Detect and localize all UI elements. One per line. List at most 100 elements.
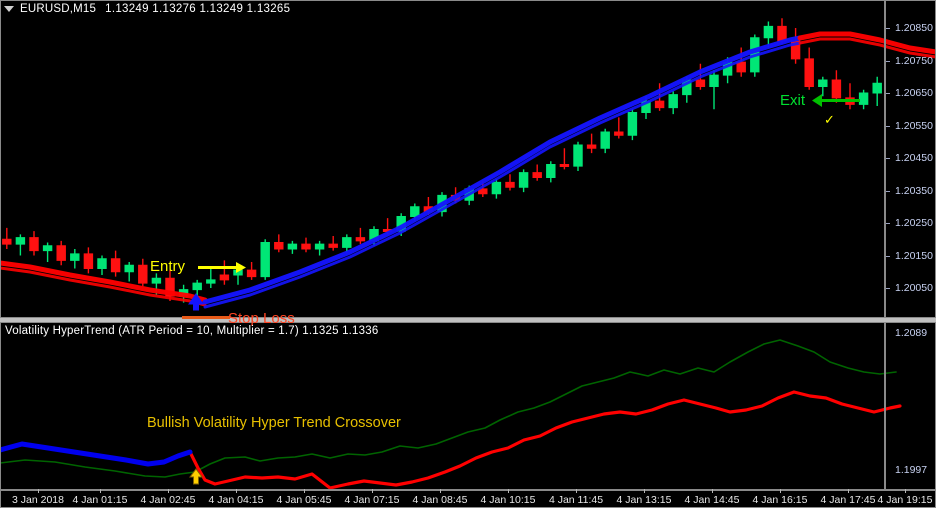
candle-body bbox=[369, 229, 379, 242]
candle-body bbox=[559, 164, 570, 167]
indicator-line bbox=[0, 339, 897, 478]
candle-body bbox=[219, 274, 230, 281]
time-axis-tick bbox=[644, 489, 645, 493]
crossover-arrow-marker bbox=[189, 468, 203, 485]
price-scale-label: 1.20750 bbox=[895, 54, 933, 67]
candle-body bbox=[722, 61, 733, 76]
candle-body bbox=[151, 277, 162, 284]
candle-body bbox=[70, 253, 80, 261]
candle-body bbox=[382, 229, 393, 232]
indicator-panel-border bbox=[0, 322, 936, 508]
time-axis-label: 4 Jan 14:45 bbox=[684, 494, 740, 506]
price-scale-tick bbox=[886, 93, 890, 94]
indicator-header: Volatility HyperTrend (ATR Period = 10, … bbox=[0, 322, 378, 339]
indicator-scale[interactable]: 1.2089 1.1997 bbox=[886, 322, 936, 508]
trend-line-band bbox=[202, 35, 803, 305]
candle-body bbox=[831, 79, 842, 99]
time-axis-label: 4 Jan 04:15 bbox=[208, 494, 264, 506]
candle-body bbox=[777, 25, 787, 42]
candle-body bbox=[750, 37, 760, 73]
time-axis-label: 4 Jan 02:45 bbox=[140, 494, 196, 506]
time-axis-label: 4 Jan 16:15 bbox=[752, 494, 808, 506]
candle-body bbox=[804, 58, 814, 87]
candle-body bbox=[396, 216, 406, 232]
price-scale-label: 1.20450 bbox=[895, 152, 933, 164]
candle-body bbox=[654, 100, 665, 109]
time-axis-tick bbox=[905, 489, 906, 493]
time-axis-label: 4 Jan 11:45 bbox=[548, 494, 604, 506]
indicator-plot-area bbox=[0, 339, 902, 490]
time-axis-line bbox=[0, 489, 936, 491]
candle-body bbox=[491, 181, 502, 195]
time-axis-tick bbox=[712, 489, 713, 493]
candle-body bbox=[818, 79, 828, 87]
time-axis-label: 4 Jan 07:15 bbox=[344, 494, 400, 506]
crossover-annotation: Bullish Volatility Hyper Trend Crossover bbox=[147, 415, 401, 431]
candle-body bbox=[301, 243, 311, 250]
time-axis-label: 4 Jan 10:15 bbox=[480, 494, 536, 506]
candle-body bbox=[614, 131, 624, 136]
trend-line-band-lower bbox=[203, 41, 802, 309]
price-scale-tick bbox=[886, 28, 890, 29]
time-axis-tick bbox=[848, 489, 849, 493]
candle-body bbox=[682, 79, 692, 96]
entry-marker-line bbox=[198, 266, 240, 269]
symbol-label: EURUSD,M15 bbox=[20, 2, 97, 15]
price-axis-line bbox=[884, 0, 886, 318]
candle-body bbox=[110, 258, 121, 273]
time-axis-label: 4 Jan 13:15 bbox=[616, 494, 672, 506]
candle-body bbox=[450, 194, 461, 201]
ohlc-values: 1.13249 1.13276 1.13249 1.13265 bbox=[105, 2, 291, 15]
candle-body bbox=[437, 194, 447, 213]
candle-body bbox=[546, 164, 556, 178]
candle-body bbox=[328, 243, 338, 248]
price-chart-panel[interactable]: EURUSD,M15 1.13249 1.13276 1.13249 1.132… bbox=[0, 0, 936, 327]
panel-separator[interactable] bbox=[0, 318, 936, 322]
chart-header: EURUSD,M15 1.13249 1.13276 1.13249 1.132… bbox=[0, 0, 290, 17]
price-scale-tick bbox=[886, 60, 890, 62]
indicator-panel[interactable]: Volatility HyperTrend (ATR Period = 10, … bbox=[0, 322, 936, 508]
time-axis-tick bbox=[508, 489, 509, 493]
indicator-line bbox=[188, 390, 902, 490]
time-axis-tick bbox=[236, 489, 237, 493]
candle-body bbox=[736, 61, 746, 73]
price-scale[interactable]: 1.20850 1.20750 1.20650 1.20550 1.20450 1.203… bbox=[886, 0, 936, 318]
time-axis-label: 3 Jan 2018 bbox=[12, 494, 64, 506]
time-axis-tick bbox=[168, 489, 169, 493]
indicator-title: Volatility HyperTrend (ATR Period = 10, … bbox=[5, 324, 379, 337]
time-axis[interactable]: 3 Jan 2018 4 Jan 01:15 4 Jan 02:45 4 Jan 04… bbox=[0, 489, 936, 508]
candle-body bbox=[192, 282, 202, 291]
candle-body bbox=[518, 172, 529, 188]
candle-body bbox=[314, 243, 325, 250]
candle-body bbox=[342, 237, 352, 248]
time-axis-label: 4 Jan 05:45 bbox=[276, 494, 332, 506]
candle-body bbox=[206, 279, 216, 284]
candle-body bbox=[29, 237, 39, 252]
time-axis-tick bbox=[576, 489, 577, 493]
candle-body bbox=[42, 245, 53, 252]
candle-body bbox=[478, 188, 488, 195]
candle-body bbox=[124, 264, 134, 273]
candle-body bbox=[464, 188, 474, 201]
candle-body bbox=[763, 25, 774, 39]
price-scale-tick bbox=[886, 190, 890, 192]
indicator-line bbox=[0, 441, 193, 467]
candle-body bbox=[260, 242, 270, 278]
chevron-down-icon[interactable] bbox=[4, 5, 14, 12]
time-axis-label: 4 Jan 17:45 bbox=[820, 494, 876, 506]
candle-body bbox=[15, 237, 26, 245]
indicator-scale-bottom: 1.1997 bbox=[895, 464, 928, 476]
candle-body bbox=[355, 237, 366, 242]
time-axis-label: 4 Jan 01:15 bbox=[72, 494, 128, 506]
price-scale-label: 1.20150 bbox=[895, 249, 933, 262]
candle-body bbox=[790, 40, 801, 60]
entry-arrow-marker bbox=[188, 293, 204, 311]
candle-body bbox=[532, 172, 542, 178]
candle-body bbox=[858, 92, 869, 105]
candle-body bbox=[668, 94, 678, 109]
candle-body bbox=[138, 264, 148, 284]
candle-body bbox=[695, 79, 706, 87]
exit-label: Exit bbox=[780, 92, 806, 109]
price-scale-tick bbox=[886, 125, 890, 127]
